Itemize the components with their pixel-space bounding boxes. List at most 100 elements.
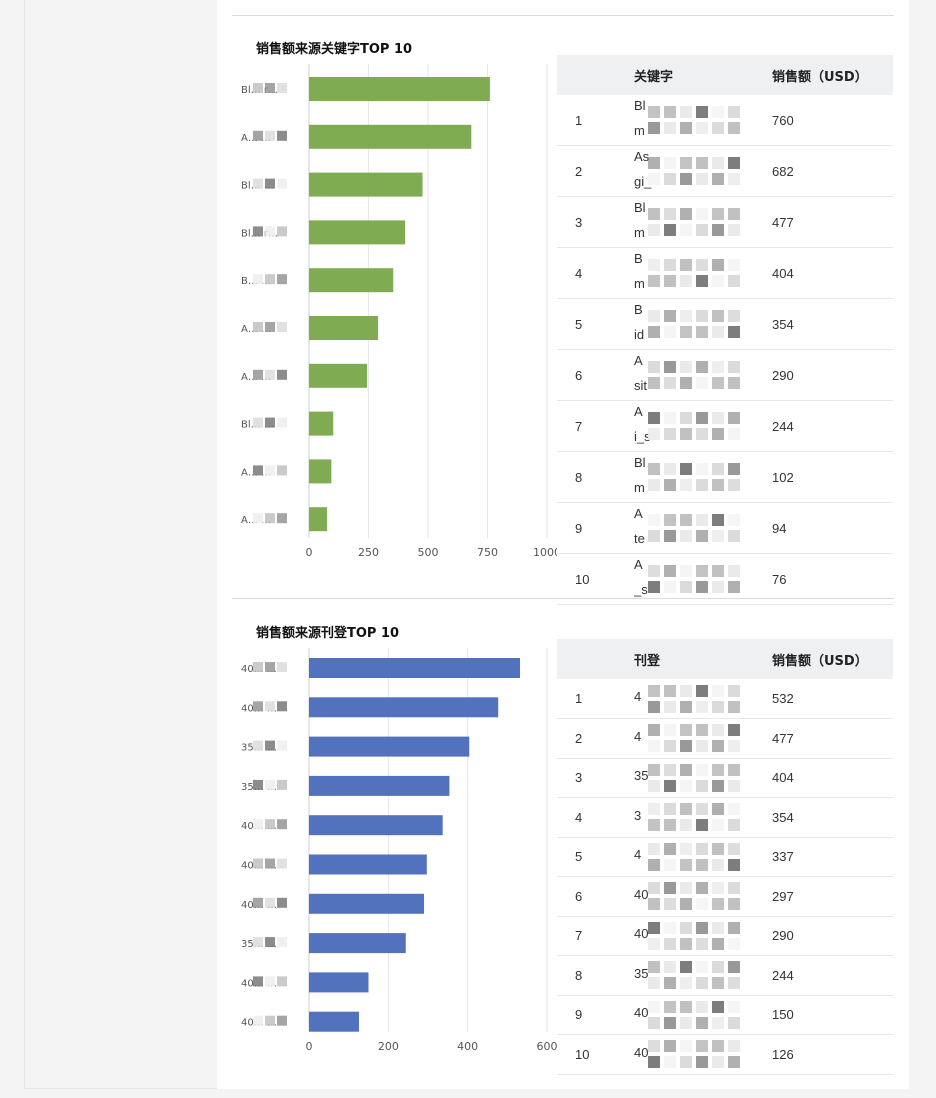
rank-cell: 2 [557, 145, 634, 197]
keyword-text: As [634, 149, 650, 164]
listing-row[interactable]: 2 4 477 [557, 718, 893, 759]
redaction-overlay [648, 99, 744, 141]
listing-chart-redaction-block [265, 701, 275, 712]
keyword-text-line2: sit [634, 378, 647, 393]
sales-cell: 404 [772, 758, 893, 798]
listing-text-cell: 35 [634, 758, 772, 798]
report-panel: 销售额来源关键字TOP 10 02505007501000Bl… r…A… …B… [217, 0, 909, 1089]
keyword-chart-redaction-block [253, 274, 263, 285]
keyword-chart-redaction-block [277, 465, 287, 476]
listing-row[interactable]: 8 35 244 [557, 955, 893, 996]
keyword-table-header: 关键字 销售额（USD） [557, 55, 893, 95]
listing-chart-bar[interactable] [309, 815, 443, 836]
listing-text-cell: 40 [634, 995, 772, 1035]
keyword-chart-bar[interactable] [309, 77, 490, 101]
keyword-text-cell: Bl m [634, 95, 772, 146]
rank-cell: 3 [557, 758, 634, 798]
listing-row[interactable]: 10 40 126 [557, 1034, 893, 1075]
keyword-chart-bar[interactable] [309, 411, 334, 436]
sales-header: 销售额（USD） [772, 69, 868, 85]
keyword-chart-tick-label: 750 [477, 546, 498, 559]
redaction-overlay [648, 763, 744, 794]
keyword-chart-bar[interactable] [309, 124, 472, 149]
keyword-chart-bar[interactable] [309, 459, 332, 484]
keyword-text: Bl [634, 455, 646, 470]
rank-cell: 8 [557, 955, 634, 996]
redaction-overlay [648, 303, 744, 345]
sales-cell: 760 [772, 95, 893, 146]
keyword-chart-redaction-block [253, 417, 263, 428]
rank-cell: 2 [557, 718, 634, 759]
listing-row[interactable]: 3 35 404 [557, 758, 893, 798]
keyword-row[interactable]: 2 As gi_ 682 [557, 145, 893, 197]
listing-chart-redaction-block [265, 976, 275, 987]
redaction-overlay [648, 405, 744, 447]
listing-chart-bar[interactable] [309, 775, 450, 796]
rank-cell: 6 [557, 349, 634, 401]
listing-text-cell: 40 [634, 876, 772, 917]
listing-chart-tick-label: 200 [378, 1040, 399, 1053]
listing-section-title: 销售额来源刊登TOP 10 [256, 626, 400, 641]
listing-chart-redaction-block [265, 740, 275, 751]
keyword-chart-redaction-block [253, 369, 263, 380]
listing-chart-bar[interactable] [309, 933, 406, 954]
listing-row[interactable]: 1 4 532 [557, 679, 893, 719]
listing-chart-bar[interactable] [309, 697, 499, 718]
redaction-overlay [648, 558, 744, 600]
keyword-chart-bar[interactable] [309, 220, 406, 245]
listing-text: 4 [634, 728, 642, 744]
redaction-overlay [648, 960, 744, 991]
listing-chart-redaction-block [253, 937, 263, 948]
keyword-chart-redaction-block [265, 369, 275, 380]
keyword-chart-bar[interactable] [309, 316, 379, 340]
listing-text: 4 [634, 847, 642, 863]
keyword-chart-redaction-block [265, 178, 275, 189]
keyword-text-line2: m [634, 225, 645, 240]
rank-cell: 1 [557, 95, 634, 146]
listing-text-cell: 40 [634, 916, 772, 956]
keyword-text-line2: gi_ [634, 174, 652, 189]
rank-cell: 8 [557, 451, 634, 503]
keyword-chart-bar[interactable] [309, 268, 394, 293]
sales-cell: 297 [772, 876, 893, 917]
keyword-chart-redaction-block [253, 83, 263, 93]
keyword-row[interactable]: 3 Bl m 477 [557, 196, 893, 248]
listing-text-cell: 3 [634, 797, 772, 838]
keyword-row[interactable]: 8 Bl m 102 [557, 451, 893, 503]
redaction-overlay [648, 723, 744, 754]
listing-row[interactable]: 5 4 337 [557, 837, 893, 877]
rank-cell: 4 [557, 247, 634, 299]
keyword-chart-redaction-block [277, 417, 287, 428]
redaction-overlay [648, 252, 744, 294]
sales-header: 销售额（USD） [772, 653, 868, 669]
keyword-chart-redaction-block [253, 465, 263, 476]
listing-chart-redaction-block [253, 897, 263, 908]
keyword-row[interactable]: 1 Bl m 760 [557, 95, 893, 146]
listing-chart-bar[interactable] [309, 1011, 359, 1032]
rank-cell: 7 [557, 400, 634, 452]
listing-chart-bar[interactable] [309, 893, 425, 914]
listing-chart-bar[interactable] [309, 972, 369, 993]
listing-chart-bar[interactable] [309, 658, 521, 678]
keyword-chart-bar[interactable] [309, 172, 423, 197]
listing-chart-bar[interactable] [309, 736, 470, 757]
listing-row[interactable]: 7 40 290 [557, 916, 893, 956]
listing-row[interactable]: 4 3 354 [557, 797, 893, 838]
listing-row[interactable]: 6 40 297 [557, 876, 893, 917]
listing-chart-bar[interactable] [309, 854, 427, 875]
keyword-chart-bar[interactable] [309, 507, 328, 532]
listing-row[interactable]: 9 40 150 [557, 995, 893, 1035]
keyword-text-cell: Bl m [634, 451, 772, 503]
keyword-chart-bar[interactable] [309, 363, 368, 388]
keyword-chart-tick-label: 250 [358, 546, 379, 559]
keyword-row[interactable]: 10 A _s 76 [557, 553, 893, 605]
keyword-text-line2: id [634, 327, 645, 342]
rank-cell: 7 [557, 916, 634, 956]
